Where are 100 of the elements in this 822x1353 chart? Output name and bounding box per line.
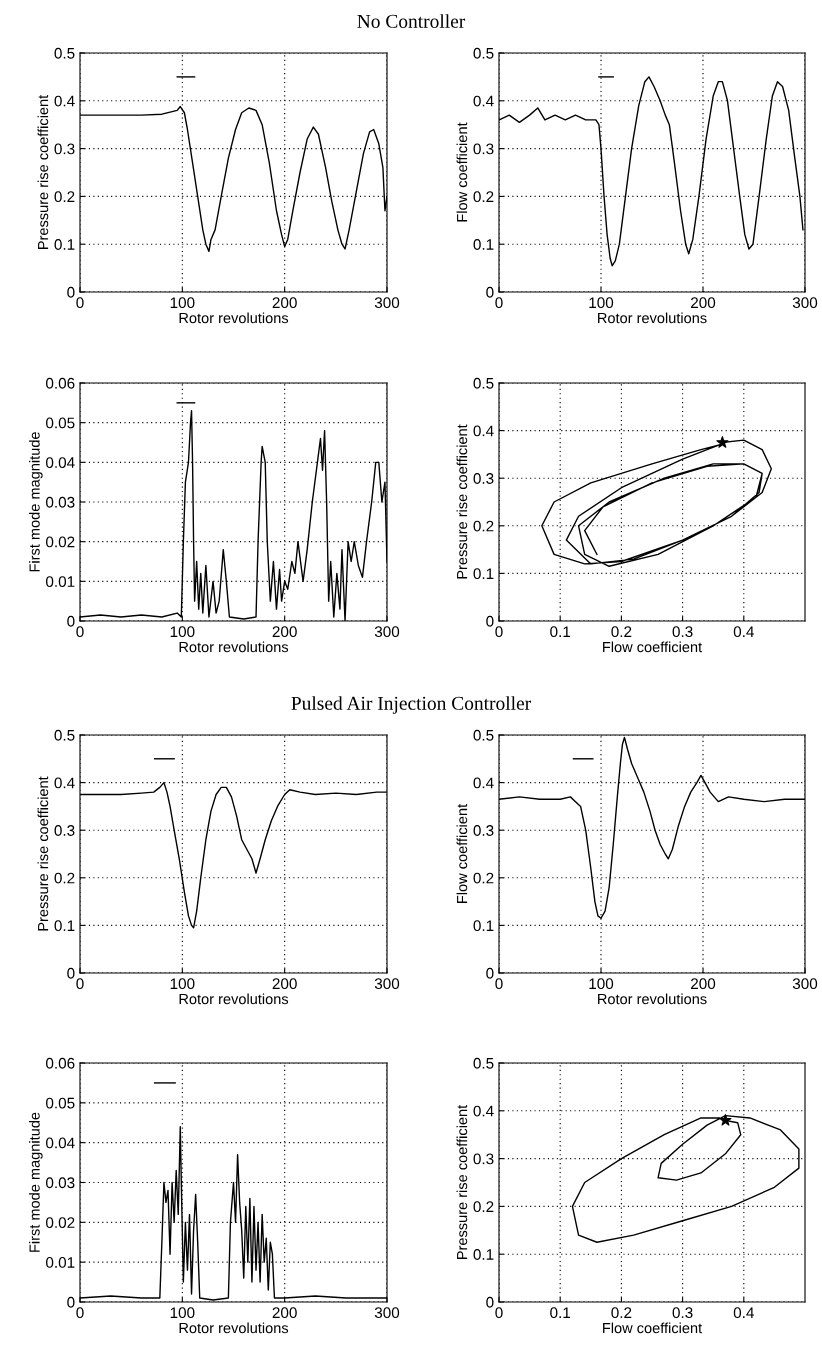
y-tick-label: 0 <box>486 967 494 979</box>
x-axis-title: Rotor revolutions <box>179 993 289 1005</box>
x-tick-label: 0 <box>76 626 84 638</box>
x-tick-label: 0 <box>76 978 84 990</box>
x-axis-title: Flow coefficient <box>603 641 703 653</box>
x-tick-label: 0.1 <box>550 626 571 638</box>
y-tick-label: 0.5 <box>473 1057 494 1069</box>
x-axis-title: Rotor revolutions <box>179 1322 289 1334</box>
y-tick-label: 0.4 <box>54 777 75 789</box>
x-tick-label: 0.4 <box>733 1307 754 1319</box>
y-tick-label: 0.4 <box>473 425 494 437</box>
y-tick-label: 0.1 <box>54 239 75 250</box>
y-tick-label: 0.5 <box>473 47 494 59</box>
y-tick-label: 0 <box>486 1296 494 1308</box>
x-tick-label: 200 <box>691 297 716 309</box>
y-axis-title: Flow coefficient <box>456 122 468 222</box>
x-tick-label: 300 <box>792 297 818 309</box>
x-tick-label: 100 <box>170 978 195 990</box>
y-tick-label: 0.3 <box>473 1153 494 1165</box>
y-tick-label: 0 <box>67 1296 75 1308</box>
y-tick-label: 0.06 <box>46 1057 75 1069</box>
y-tick-label: 0.4 <box>473 777 494 789</box>
y-axis-title: First mode magnitude <box>29 1112 43 1252</box>
y-tick-label: 0.1 <box>473 1249 494 1260</box>
y-tick-label: 0.3 <box>54 143 75 155</box>
y-tick-label: 0.3 <box>473 473 494 484</box>
y-tick-label: 0.2 <box>473 872 494 884</box>
x-tick-label: 200 <box>272 1307 297 1319</box>
y-tick-label: 0.06 <box>46 377 75 389</box>
x-tick-label: 0 <box>495 297 503 309</box>
x-tick-label: 0.3 <box>672 626 693 638</box>
x-axis-title: Flow coefficient <box>603 1322 703 1334</box>
y-tick-label: 0 <box>486 615 494 627</box>
x-tick-label: 100 <box>170 297 195 309</box>
y-tick-label: 0.1 <box>473 568 494 580</box>
y-tick-label: 0.2 <box>473 191 494 203</box>
y-tick-label: 0 <box>67 286 75 298</box>
x-tick-label: 0 <box>495 1307 503 1319</box>
x-tick-label: 300 <box>374 626 400 638</box>
y-tick-label: 0.05 <box>46 417 75 429</box>
y-tick-label: 0.01 <box>46 1257 75 1268</box>
y-tick-label: 0.5 <box>473 729 494 741</box>
x-tick-label: 200 <box>272 626 297 638</box>
y-axis-title: First mode magnitude <box>29 432 43 572</box>
x-axis-title: Rotor revolutions <box>598 993 707 1005</box>
y-tick-label: 0 <box>67 967 75 979</box>
chart-title: Pulsed Air Injection Controller <box>291 696 531 714</box>
y-tick-label: 0.5 <box>54 729 75 741</box>
x-tick-label: 0.2 <box>611 1307 632 1319</box>
x-axis-title: Rotor revolutions <box>179 641 289 653</box>
y-tick-label: 0.01 <box>46 576 75 588</box>
y-tick-label: 0.3 <box>473 143 494 155</box>
x-tick-label: 300 <box>792 978 818 990</box>
x-tick-label: 0 <box>495 978 503 990</box>
x-tick-label: 200 <box>691 978 716 990</box>
y-tick-label: 0.1 <box>54 920 75 932</box>
y-tick-label: 0.4 <box>473 1105 494 1117</box>
x-tick-label: 100 <box>170 1307 195 1319</box>
y-tick-label: 0.2 <box>473 1201 494 1213</box>
x-axis-title: Rotor revolutions <box>598 312 707 324</box>
y-tick-label: 0.2 <box>54 191 75 203</box>
y-tick-label: 0.05 <box>46 1097 75 1109</box>
y-tick-label: 0.2 <box>54 872 75 884</box>
x-tick-label: 300 <box>374 978 400 990</box>
y-tick-label: 0 <box>67 615 75 627</box>
x-tick-label: 0.1 <box>550 1307 571 1319</box>
y-tick-label: 0.2 <box>473 520 494 532</box>
x-tick-label: 0 <box>76 297 84 309</box>
x-tick-label: 300 <box>374 1307 400 1319</box>
x-tick-label: 100 <box>589 978 614 990</box>
x-tick-label: 0.2 <box>611 626 632 638</box>
y-tick-label: 0.4 <box>54 95 75 107</box>
y-tick-label: 0 <box>486 286 494 298</box>
x-tick-label: 100 <box>170 626 195 638</box>
y-axis-title: Pressure rise coefficient <box>37 776 49 931</box>
y-tick-label: 0.03 <box>46 1177 75 1189</box>
x-tick-label: 300 <box>374 297 400 309</box>
y-tick-label: 0.02 <box>46 536 75 548</box>
y-tick-label: 0.1 <box>473 920 494 932</box>
x-tick-label: 200 <box>272 978 297 990</box>
y-tick-label: 0.5 <box>54 47 75 59</box>
y-tick-label: 0.3 <box>54 825 75 836</box>
y-axis-title: Flow coefficient <box>456 803 468 903</box>
x-tick-label: 100 <box>589 297 614 309</box>
x-tick-label: 0.3 <box>672 1307 693 1319</box>
x-tick-label: 0 <box>495 626 503 638</box>
y-tick-label: 0.03 <box>46 496 75 508</box>
y-tick-label: 0.04 <box>46 457 75 469</box>
y-tick-label: 0.1 <box>473 239 494 250</box>
y-tick-label: 0.4 <box>473 95 494 107</box>
y-axis-title: Pressure rise coefficient <box>456 1104 468 1259</box>
y-axis-title: Pressure rise coefficient <box>37 94 49 249</box>
x-tick-label: 0.4 <box>733 626 754 638</box>
y-tick-label: 0.5 <box>473 377 494 389</box>
x-axis-title: Rotor revolutions <box>179 312 289 324</box>
x-tick-label: 0 <box>76 1307 84 1319</box>
x-tick-label: 200 <box>272 297 297 309</box>
y-tick-label: 0.3 <box>473 825 494 836</box>
y-tick-label: 0.04 <box>46 1137 75 1149</box>
y-axis-title: Pressure rise coefficient <box>456 424 468 579</box>
